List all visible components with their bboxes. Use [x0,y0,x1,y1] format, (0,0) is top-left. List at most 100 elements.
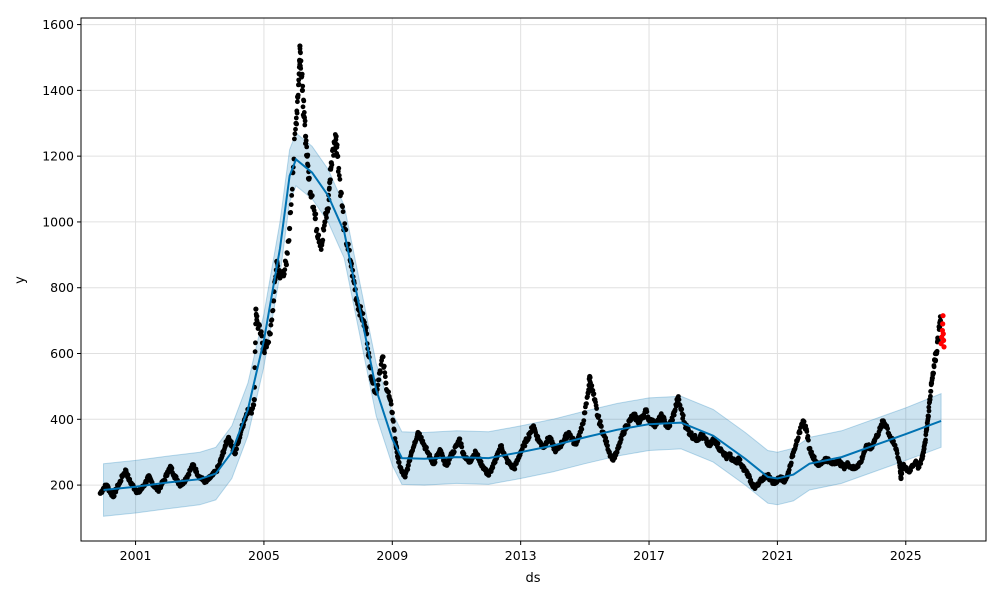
recent-point [941,337,947,343]
observed-point [382,374,388,380]
observed-point [283,262,289,268]
observed-point [268,322,274,328]
forecast-line [103,157,942,491]
observed-point [788,460,794,466]
observed-point [579,426,585,432]
observed-point [679,406,685,412]
observed-point [805,433,811,439]
observed-point [252,365,258,371]
observed-point [334,142,340,148]
observed-point [336,165,342,171]
observed-point [287,225,293,232]
observed-point [329,162,335,168]
observed-point [254,313,260,319]
observed-point [342,221,348,227]
observed-point [672,407,678,413]
observed-point [270,308,276,313]
grid-lines [81,18,986,541]
observed-point [931,370,936,376]
y-tick-label: 1000 [42,214,74,229]
observed-point [267,331,273,337]
observed-point [807,445,813,451]
observed-point [670,417,675,423]
observed-point [305,163,311,169]
observed-point [293,115,299,121]
observed-point [298,58,304,64]
observed-point [301,98,307,104]
observed-point [336,173,342,178]
observed-point [459,444,465,450]
observed-point [934,348,940,354]
observed-point [806,437,811,443]
observed-point [228,439,234,444]
observed-point [386,389,391,395]
observed-point [289,186,295,192]
x-tick-label: 2009 [376,548,408,563]
observed-point [926,404,932,410]
y-tick-label: 1200 [42,149,74,164]
observed-point [432,460,438,465]
observed-point [286,238,292,243]
observed-point [381,363,387,369]
observed-point [337,176,343,182]
observed-point [388,401,394,407]
observed-point [251,397,257,403]
observed-point [266,339,272,345]
observed-point [296,81,302,87]
observed-point [587,375,593,380]
observed-point [389,410,395,416]
observed-point [933,357,939,363]
observed-point [797,429,803,436]
observed-point [715,441,721,446]
observed-point [382,370,388,376]
observed-point [391,419,396,424]
observed-point [589,383,595,388]
observed-point [594,406,599,411]
y-axis-ticks: 200 400 600 800 1000 1200 1400 1600 [42,17,81,493]
y-tick-label: 400 [50,412,74,427]
observed-point [392,428,397,433]
observed-point [811,454,817,460]
observed-point [321,227,327,233]
observed-point [383,380,389,386]
observed-point [324,215,329,221]
observed-point [252,349,258,355]
observed-point [307,175,312,181]
observed-point [269,317,275,323]
observed-point [303,133,309,139]
observed-point [304,144,310,150]
observed-point [302,118,308,124]
observed-point [378,369,383,375]
observed-point [259,333,265,339]
observed-point [253,340,258,346]
observed-point [318,247,324,253]
observed-point [302,122,308,128]
observed-point [376,377,382,383]
observed-point [340,204,345,210]
observed-point [313,211,319,217]
observed-point [599,424,604,429]
observed-point [604,443,610,449]
observed-point [257,323,262,328]
observed-point [931,364,937,370]
observed-point [898,475,904,481]
observed-point [680,413,686,418]
observed-point [392,436,398,441]
x-tick-label: 2017 [633,548,665,563]
observed-point [786,467,792,473]
observed-point [339,190,344,196]
observed-point [285,251,290,256]
observed-point [918,461,924,466]
observed-point [293,126,298,132]
recent-point [940,313,946,319]
observed-point [271,298,277,304]
observed-point [118,478,124,484]
observed-point [295,92,301,98]
observed-point [289,193,295,198]
observed-point [298,50,303,56]
observed-point [333,133,339,139]
observed-point [186,472,192,478]
observed-point [292,131,298,137]
observed-point [299,71,305,77]
observed-point [475,452,481,458]
